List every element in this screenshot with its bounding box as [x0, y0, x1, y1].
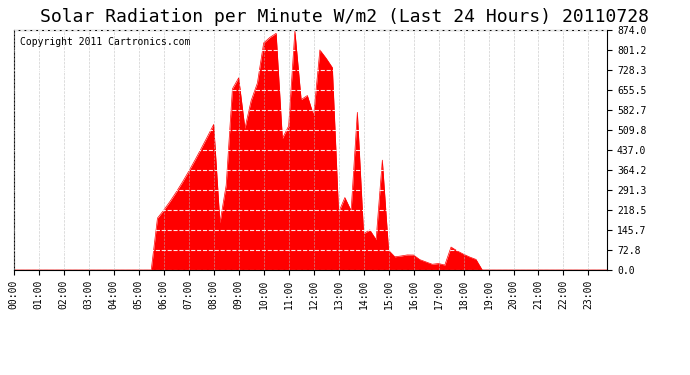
Text: Solar Radiation per Minute W/m2 (Last 24 Hours) 20110728: Solar Radiation per Minute W/m2 (Last 24…	[41, 8, 649, 26]
Text: Copyright 2011 Cartronics.com: Copyright 2011 Cartronics.com	[20, 37, 190, 47]
